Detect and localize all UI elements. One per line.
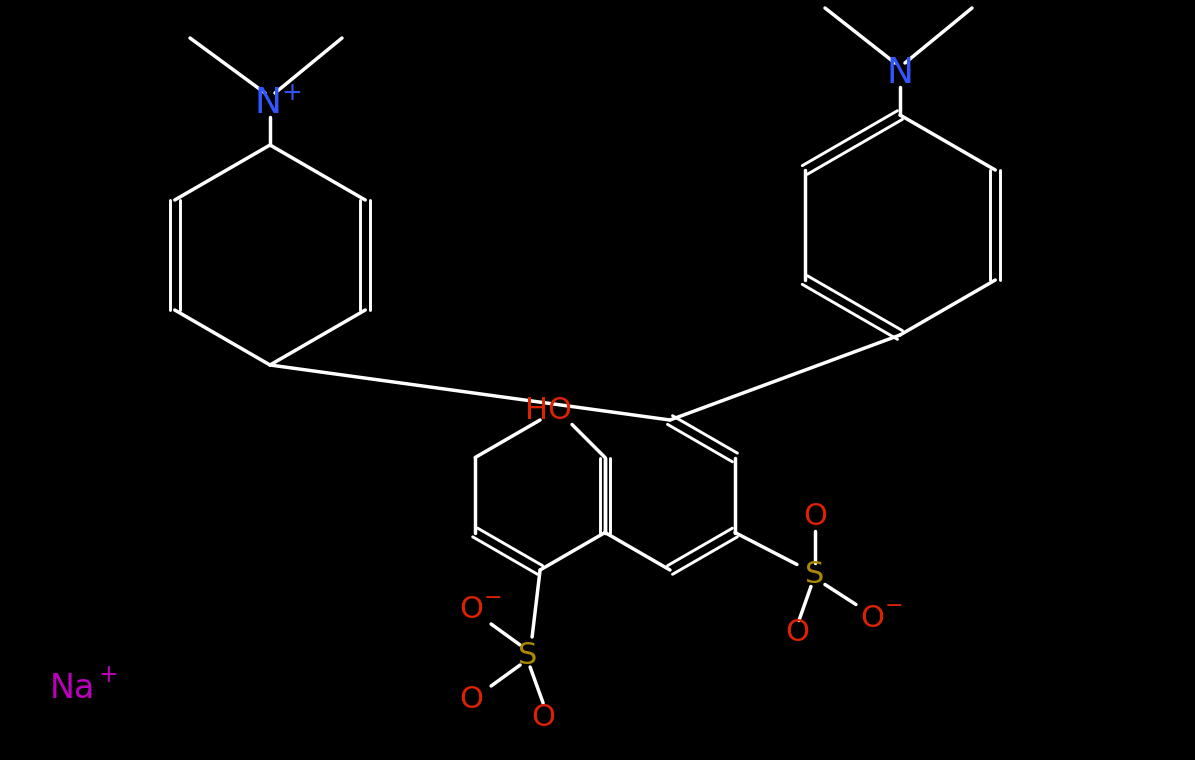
Text: HO: HO [525, 396, 571, 425]
Text: O: O [785, 618, 809, 647]
Text: N: N [255, 86, 282, 120]
Text: N: N [887, 56, 913, 90]
Text: +: + [282, 81, 302, 105]
Text: O: O [860, 604, 884, 633]
Text: −: − [484, 588, 502, 608]
Text: S: S [805, 560, 825, 589]
Text: O: O [531, 702, 556, 731]
Text: +: + [98, 663, 118, 687]
Text: Na: Na [49, 672, 94, 705]
Text: S: S [519, 641, 538, 670]
Text: O: O [803, 502, 827, 531]
Text: O: O [459, 686, 483, 714]
Text: O: O [459, 596, 483, 625]
Text: −: − [884, 597, 903, 616]
